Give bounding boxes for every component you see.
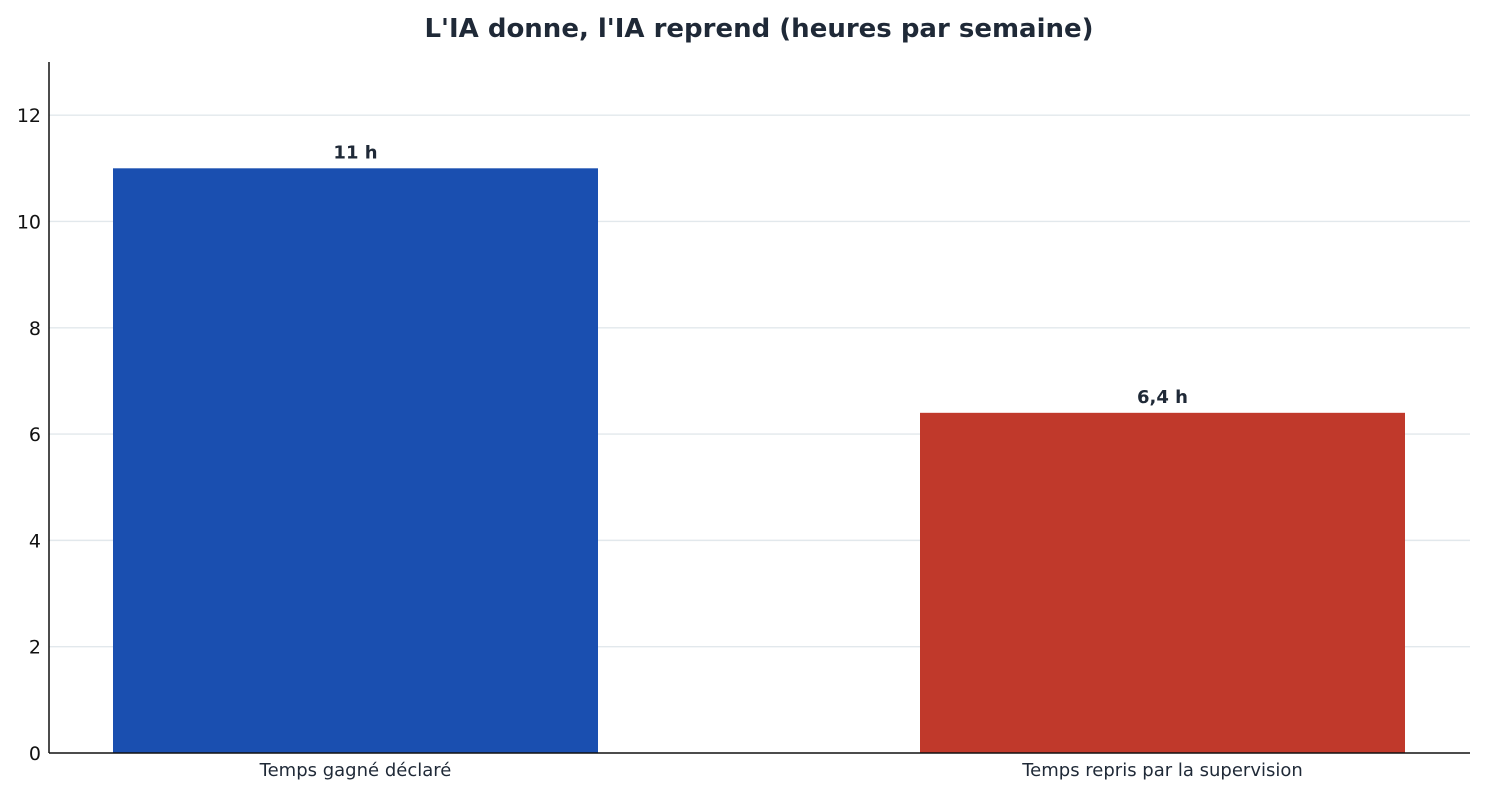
x-tick-labels: Temps gagné déclaré Temps repris par la s… xyxy=(259,760,1303,781)
data-labels: 11 h 6,4 h xyxy=(333,142,1188,408)
bar-1 xyxy=(920,412,1405,753)
y-tick-label-6: 6 xyxy=(29,424,41,446)
bar-0 xyxy=(113,168,598,754)
y-tick-label-10: 10 xyxy=(17,211,41,233)
y-tick-label-0: 0 xyxy=(29,743,41,765)
x-tick-label-0: Temps gagné déclaré xyxy=(259,760,452,781)
y-tick-label-12: 12 xyxy=(17,105,41,127)
y-tick-label-4: 4 xyxy=(29,530,41,552)
y-tick-label-2: 2 xyxy=(29,637,41,659)
axes xyxy=(48,62,1470,754)
y-tick-label-8: 8 xyxy=(29,318,41,340)
data-label-1: 6,4 h xyxy=(1137,387,1188,408)
chart-title: L'IA donne, l'IA reprend (heures par sem… xyxy=(424,14,1093,44)
y-tick-labels: 0 2 4 6 8 10 12 xyxy=(17,105,41,765)
bars xyxy=(113,168,1405,754)
x-tick-label-1: Temps repris par la supervision xyxy=(1021,760,1303,781)
data-label-0: 11 h xyxy=(333,142,377,163)
